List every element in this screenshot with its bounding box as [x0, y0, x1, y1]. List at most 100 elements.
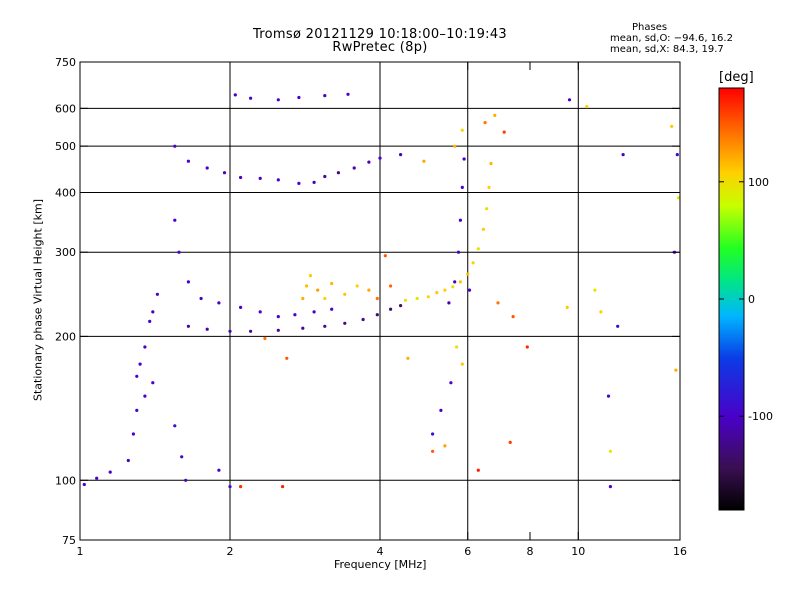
data-point: [451, 285, 455, 289]
data-point: [608, 485, 613, 489]
data-point: [276, 315, 280, 319]
data-point: [205, 327, 209, 331]
x-tick-label: 10: [571, 545, 585, 558]
data-point: [496, 301, 500, 305]
y-tick-label: 400: [55, 186, 76, 199]
data-point: [312, 310, 316, 314]
data-point: [239, 175, 243, 180]
data-point: [239, 305, 243, 309]
data-point: [361, 317, 365, 322]
data-point: [308, 274, 312, 278]
data-point: [367, 160, 371, 164]
y-tick-label: 75: [62, 534, 76, 547]
data-point: [460, 362, 464, 366]
data-point: [155, 292, 159, 296]
data-point: [217, 301, 221, 305]
chart-title: Tromsø 20121129 10:18:00–10:19:43: [252, 27, 508, 42]
x-tick-label: 16: [673, 545, 687, 558]
data-point: [608, 449, 613, 453]
data-point: [228, 329, 232, 333]
data-point: [378, 156, 382, 160]
grid-lines: [80, 62, 680, 540]
data-point: [233, 93, 237, 97]
data-point: [443, 288, 447, 292]
data-point: [285, 356, 289, 360]
data-point: [228, 485, 232, 489]
data-point: [431, 449, 435, 453]
data-point: [143, 394, 147, 398]
data-point: [143, 345, 147, 349]
data-point: [599, 310, 603, 314]
data-point: [297, 95, 301, 100]
data-point: [263, 336, 267, 341]
data-point: [502, 130, 506, 134]
data-point: [606, 394, 611, 398]
data-point: [621, 153, 625, 157]
data-point: [108, 470, 112, 474]
data-point: [199, 296, 203, 301]
phase-stat-x: mean, sd,X: 84.3, 19.7: [610, 44, 724, 55]
data-point: [249, 96, 253, 100]
data-point: [593, 288, 597, 292]
data-point: [471, 261, 475, 265]
data-point: [151, 310, 155, 314]
data-point: [406, 356, 410, 360]
data-point: [173, 144, 177, 148]
data-point: [346, 92, 350, 96]
data-point: [674, 368, 678, 372]
data-point: [422, 159, 426, 163]
data-point: [415, 296, 419, 301]
data-point: [138, 362, 142, 366]
data-point: [460, 185, 464, 189]
data-point: [131, 432, 135, 436]
y-axis-label: Stationary phase Virtual Height [km]: [31, 198, 45, 402]
data-point: [186, 159, 190, 163]
data-point: [173, 218, 177, 222]
data-point: [323, 94, 327, 98]
data-point: [462, 157, 466, 161]
y-tick-label: 300: [55, 246, 76, 259]
data-point: [508, 440, 512, 444]
data-point: [565, 305, 569, 309]
x-tick-label: 2: [227, 545, 234, 558]
data-point: [467, 288, 472, 292]
x-tick-labels: 1 2 4 6 8 10 16: [77, 545, 688, 558]
data-point: [301, 326, 305, 330]
data-point: [458, 280, 462, 284]
data-point: [258, 310, 262, 314]
data-point: [585, 105, 589, 109]
data-point: [493, 113, 497, 117]
data-point: [135, 374, 139, 378]
data-point: [483, 121, 487, 125]
data-point: [148, 319, 152, 323]
data-point: [431, 432, 435, 436]
data-point: [443, 444, 447, 448]
data-point: [476, 468, 480, 472]
data-point: [82, 482, 86, 487]
data-point: [222, 171, 227, 175]
data-point: [249, 329, 253, 333]
data-point: [453, 144, 457, 148]
axis-ticks: [79, 61, 681, 541]
data-point: [481, 227, 485, 231]
data-point: [330, 281, 334, 286]
data-point: [525, 345, 529, 349]
data-point: [323, 174, 327, 179]
data-point: [217, 468, 221, 472]
data-point: [301, 296, 305, 301]
data-point: [426, 295, 430, 299]
data-point: [135, 408, 139, 412]
data-point: [460, 128, 464, 132]
data-point: [336, 171, 340, 175]
data-point: [173, 424, 177, 428]
y-tick-label: 200: [55, 330, 76, 343]
data-point: [675, 153, 679, 157]
data-point: [276, 328, 280, 332]
data-point: [375, 296, 379, 301]
data-point: [297, 181, 301, 185]
data-points: [82, 92, 680, 489]
data-point: [276, 98, 280, 102]
data-point: [439, 408, 443, 412]
data-point: [399, 304, 403, 308]
phase-stat-o: mean, sd,O: −94.6, 16.2: [610, 33, 733, 44]
